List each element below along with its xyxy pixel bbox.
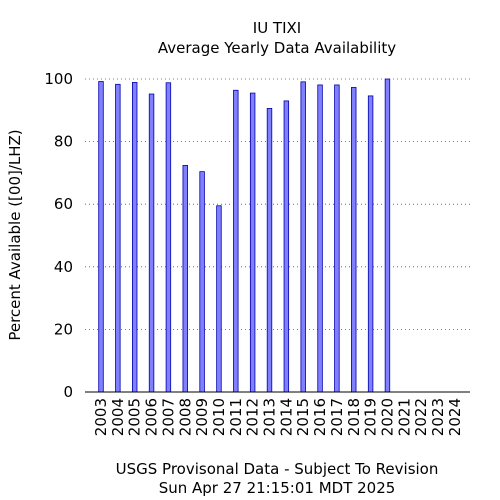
bar-2018 (351, 87, 357, 393)
x-tick-label: 2006 (143, 398, 161, 436)
x-tick-label: 2019 (362, 398, 380, 436)
x-tick-label: 2020 (378, 398, 396, 436)
x-tick-label: 2024 (446, 398, 464, 436)
bar-2003 (98, 81, 104, 393)
bar-2015 (300, 81, 306, 393)
x-tick-label: 2018 (345, 398, 363, 436)
x-tick-label: 2013 (261, 398, 279, 436)
y-tick-label: 60 (54, 195, 73, 213)
bar-2008 (182, 164, 188, 393)
x-tick-label: 2022 (412, 398, 430, 436)
bar-2014 (283, 100, 290, 393)
bar-2019 (367, 95, 374, 393)
y-tick-label: 100 (44, 70, 73, 88)
x-tick-label: 2023 (429, 398, 447, 436)
footer-disclaimer: USGS Provisonal Data - Subject To Revisi… (116, 460, 439, 478)
x-tick-label: 2016 (311, 398, 329, 436)
y-tick-label: 40 (54, 258, 73, 276)
bar-2011 (233, 89, 239, 393)
x-tick-label: 2011 (227, 398, 245, 436)
bar-2016 (317, 84, 323, 393)
bar-2010 (216, 205, 222, 393)
bar-2013 (266, 108, 273, 393)
bar-series (98, 78, 391, 393)
x-tick-label: 2015 (294, 398, 312, 436)
x-tick-label: 2007 (159, 398, 177, 436)
bar-2005 (131, 82, 138, 393)
x-tick-label: 2021 (395, 398, 413, 436)
x-tick-label: 2004 (109, 398, 127, 436)
y-tick-labels: 0 20 40 60 80 100 (44, 70, 73, 401)
bar-2017 (334, 84, 340, 393)
bar-2009 (199, 171, 205, 393)
x-tick-label: 2005 (126, 398, 144, 436)
x-tick-label: 2017 (328, 398, 346, 436)
bar-2004 (115, 83, 121, 393)
x-tick-label: 2009 (193, 398, 211, 436)
bar-2020 (384, 78, 391, 393)
grid-lines (85, 78, 470, 330)
bar-2007 (165, 82, 172, 393)
y-tick-label: 80 (54, 133, 73, 151)
y-tick-label: 20 (54, 320, 73, 338)
bar-2012 (249, 92, 256, 393)
chart-subtitle: Average Yearly Data Availability (158, 39, 396, 57)
bar-2006 (148, 93, 155, 393)
y-tick-label: 0 (63, 383, 73, 401)
footer-timestamp: Sun Apr 27 21:15:01 MDT 2025 (159, 479, 396, 497)
x-tick-label: 2014 (277, 398, 295, 436)
x-tick-labels: 2003200420052006200720082009201020112012… (92, 398, 464, 436)
y-axis-label: Percent Available ([00]/LHZ) (6, 129, 24, 340)
x-tick-label: 2012 (244, 398, 262, 436)
x-tick-label: 2008 (176, 398, 194, 436)
x-tick-label: 2003 (92, 398, 110, 436)
chart-title: IU TIXI (253, 19, 301, 37)
x-tick-label: 2010 (210, 398, 228, 436)
